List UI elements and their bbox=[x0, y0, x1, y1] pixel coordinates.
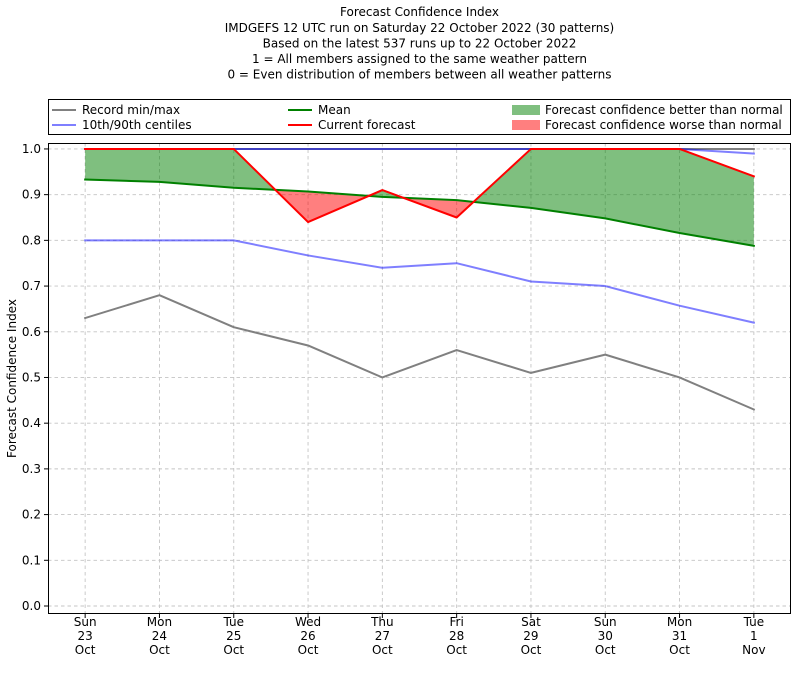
y-tick-label: 0.6 bbox=[22, 325, 41, 339]
y-axis-label: Forecast Confidence Index bbox=[5, 299, 19, 458]
chart-title-block: Forecast Confidence Index IMDGEFS 12 UTC… bbox=[225, 5, 615, 82]
x-tick-label-month: Oct bbox=[75, 643, 96, 657]
x-tick-label-day: Sat bbox=[521, 615, 541, 629]
x-tick-label-day: Tue bbox=[743, 615, 765, 629]
x-tick-label-day: Fri bbox=[450, 615, 464, 629]
chart-title: Forecast Confidence Index bbox=[340, 5, 499, 19]
legend-label-centiles: 10th/90th centiles bbox=[82, 118, 192, 132]
x-tick-label-month: Oct bbox=[446, 643, 467, 657]
x-tick-label-date: 27 bbox=[375, 629, 390, 643]
x-tick-label-day: Sun bbox=[594, 615, 617, 629]
plot-area-frame bbox=[48, 143, 791, 614]
x-tick-label-date: 30 bbox=[598, 629, 613, 643]
x-tick-label-month: Nov bbox=[742, 643, 765, 657]
legend-frame bbox=[48, 99, 791, 135]
x-tick-label-month: Oct bbox=[521, 643, 542, 657]
chart-subtitle-scale-min: 0 = Even distribution of members between… bbox=[227, 68, 611, 82]
y-tick-label: 0.7 bbox=[22, 279, 41, 293]
better-than-normal-fill bbox=[85, 148, 276, 190]
x-tick-label-month: Oct bbox=[669, 643, 690, 657]
x-tick-label-day: Thu bbox=[370, 615, 394, 629]
y-tick-label: 0.3 bbox=[22, 462, 41, 476]
y-tick-label: 0.8 bbox=[22, 233, 41, 247]
chart-subtitle-run: IMDGEFS 12 UTC run on Saturday 22 Octobe… bbox=[225, 21, 615, 35]
x-tick-label-month: Oct bbox=[595, 643, 616, 657]
y-tick-label: 0.2 bbox=[22, 508, 41, 522]
x-tick-label-day: Mon bbox=[667, 615, 692, 629]
y-tick-label: 0.1 bbox=[22, 553, 41, 567]
x-tick-label-date: 24 bbox=[152, 629, 167, 643]
x-tick-label-date: 28 bbox=[449, 629, 464, 643]
record-min-line bbox=[83, 294, 756, 411]
legend-swatch-worse-than-normal bbox=[512, 120, 540, 130]
legend-label-better-than-normal: Forecast confidence better than normal bbox=[545, 103, 783, 117]
x-tick-label-date: 23 bbox=[78, 629, 93, 643]
x-tick-label-month: Oct bbox=[298, 643, 319, 657]
x-tick-label-month: Oct bbox=[223, 643, 244, 657]
x-tick-label-date: 1 bbox=[750, 629, 758, 643]
worse-than-normal-fill bbox=[403, 197, 474, 218]
y-tick-label: 0.9 bbox=[22, 188, 41, 202]
legend-swatch-better-than-normal bbox=[512, 105, 540, 115]
worse-than-normal-fill bbox=[275, 189, 369, 223]
chart-subtitle-basis: Based on the latest 537 runs up to 22 Oc… bbox=[263, 37, 577, 51]
legend: Record min/max 10th/90th centiles Mean C… bbox=[48, 99, 791, 135]
y-tick-label: 1.0 bbox=[22, 142, 41, 156]
axis-ticks: 0.00.10.20.30.40.50.60.70.80.91.0Sun23Oc… bbox=[22, 142, 766, 657]
x-tick-label-month: Oct bbox=[372, 643, 393, 657]
chart-subtitle-scale-max: 1 = All members assigned to the same wea… bbox=[252, 52, 587, 66]
confidence-fills bbox=[85, 148, 754, 246]
x-tick-label-date: 31 bbox=[672, 629, 687, 643]
x-tick-label-day: Sun bbox=[74, 615, 97, 629]
series-lines bbox=[83, 147, 756, 411]
x-tick-label-day: Wed bbox=[295, 615, 321, 629]
x-tick-label-day: Tue bbox=[223, 615, 245, 629]
legend-label-worse-than-normal: Forecast confidence worse than normal bbox=[545, 118, 782, 132]
legend-label-current-forecast: Current forecast bbox=[318, 118, 416, 132]
y-tick-label: 0.5 bbox=[22, 370, 41, 384]
mean-line bbox=[84, 178, 756, 247]
x-tick-label-date: 26 bbox=[300, 629, 315, 643]
current-forecast-line bbox=[84, 147, 756, 224]
legend-label-record-min-max: Record min/max bbox=[82, 103, 180, 117]
better-than-normal-fill bbox=[473, 148, 754, 246]
x-tick-label-month: Oct bbox=[149, 643, 170, 657]
legend-label-mean: Mean bbox=[318, 103, 351, 117]
x-tick-label-date: 25 bbox=[226, 629, 241, 643]
x-tick-label-day: Mon bbox=[147, 615, 172, 629]
y-tick-label: 0.4 bbox=[22, 416, 41, 430]
centile-10th-line bbox=[84, 239, 756, 324]
x-tick-label-date: 29 bbox=[523, 629, 538, 643]
y-tick-label: 0.0 bbox=[22, 599, 41, 613]
